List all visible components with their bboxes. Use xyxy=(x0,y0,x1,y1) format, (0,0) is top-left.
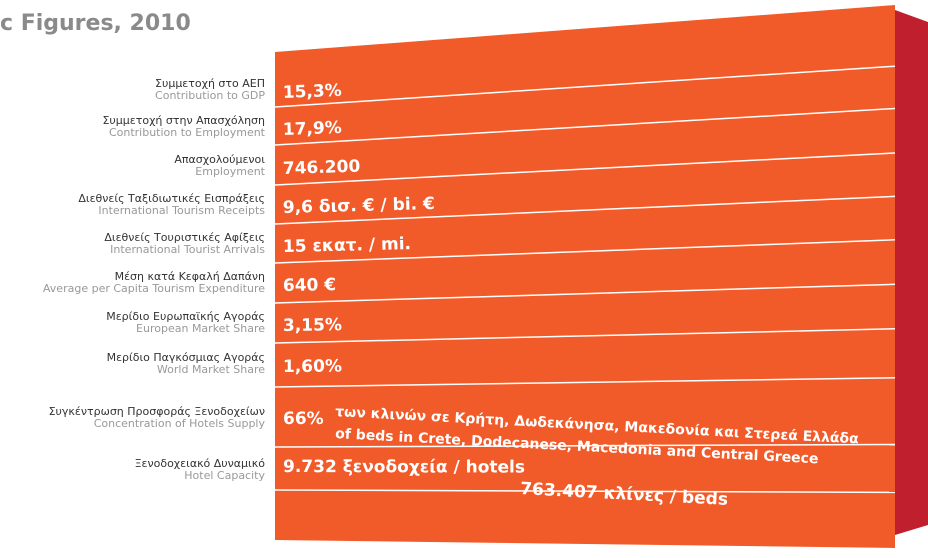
label-english: Contribution to Employment xyxy=(109,126,266,139)
value: 66% xyxy=(283,409,324,429)
label-english: Average per Capita Tourism Expenditure xyxy=(43,282,265,295)
label-greek: Μερίδιο Παγκόσμιας Αγοράς xyxy=(107,351,265,364)
label-greek: Διεθνείς Τουριστικές Αφίξεις xyxy=(104,231,265,244)
value: 9.732 ξενοδοχεία / hotels xyxy=(283,457,525,478)
label-english: International Tourism Receipts xyxy=(98,204,265,217)
label-english: International Tourist Arrivals xyxy=(110,243,265,256)
label-greek: Συγκέντρωση Προσφοράς Ξενοδοχείων xyxy=(49,405,265,418)
label-greek: Μέση κατά Κεφαλή Δαπάνη xyxy=(115,270,265,283)
row-separator xyxy=(274,328,896,344)
row-separator xyxy=(274,107,896,146)
value: 17,9% xyxy=(282,118,342,140)
value: 746.200 xyxy=(283,157,361,179)
label-english: Employment xyxy=(195,165,265,178)
value: 15 εκατ. / mi. xyxy=(283,234,412,257)
label-greek: Συμμετοχή στο ΑΕΠ xyxy=(155,77,265,90)
label-english: Contribution to GDP xyxy=(155,89,265,102)
row-separator xyxy=(274,377,896,388)
banner xyxy=(275,5,895,548)
label-greek: Απασχολούμενοι xyxy=(174,153,265,166)
label-greek: Μερίδιο Ευρωπαϊκής Αγοράς xyxy=(106,310,265,323)
row-separator xyxy=(274,152,896,186)
value: 1,60% xyxy=(283,356,342,377)
label-english: Concentration of Hotels Supply xyxy=(94,417,266,430)
value: 640 € xyxy=(283,275,337,296)
row-separator xyxy=(274,195,896,225)
value: 15,3% xyxy=(282,81,342,103)
label-english: European Market Share xyxy=(136,322,265,335)
label-english: Hotel Capacity xyxy=(184,469,265,482)
value: 9,6 δισ. € / bi. € xyxy=(283,194,436,218)
row-separator xyxy=(274,489,896,494)
label-greek: Ξενοδοχειακό Δυναμικό xyxy=(135,457,266,470)
value: 3,15% xyxy=(283,315,342,336)
row-separator xyxy=(274,239,896,264)
label-english: World Market Share xyxy=(157,363,265,376)
side-panel xyxy=(895,10,928,535)
row-separator xyxy=(274,443,896,448)
row-separator xyxy=(274,283,896,304)
label-greek: Διεθνείς Ταξιδιωτικές Εισπράξεις xyxy=(78,192,265,205)
title: c Figures, 2010 xyxy=(0,11,191,36)
row-separator xyxy=(274,65,896,108)
label-greek: Συμμετοχή στην Απασχόληση xyxy=(102,114,265,127)
